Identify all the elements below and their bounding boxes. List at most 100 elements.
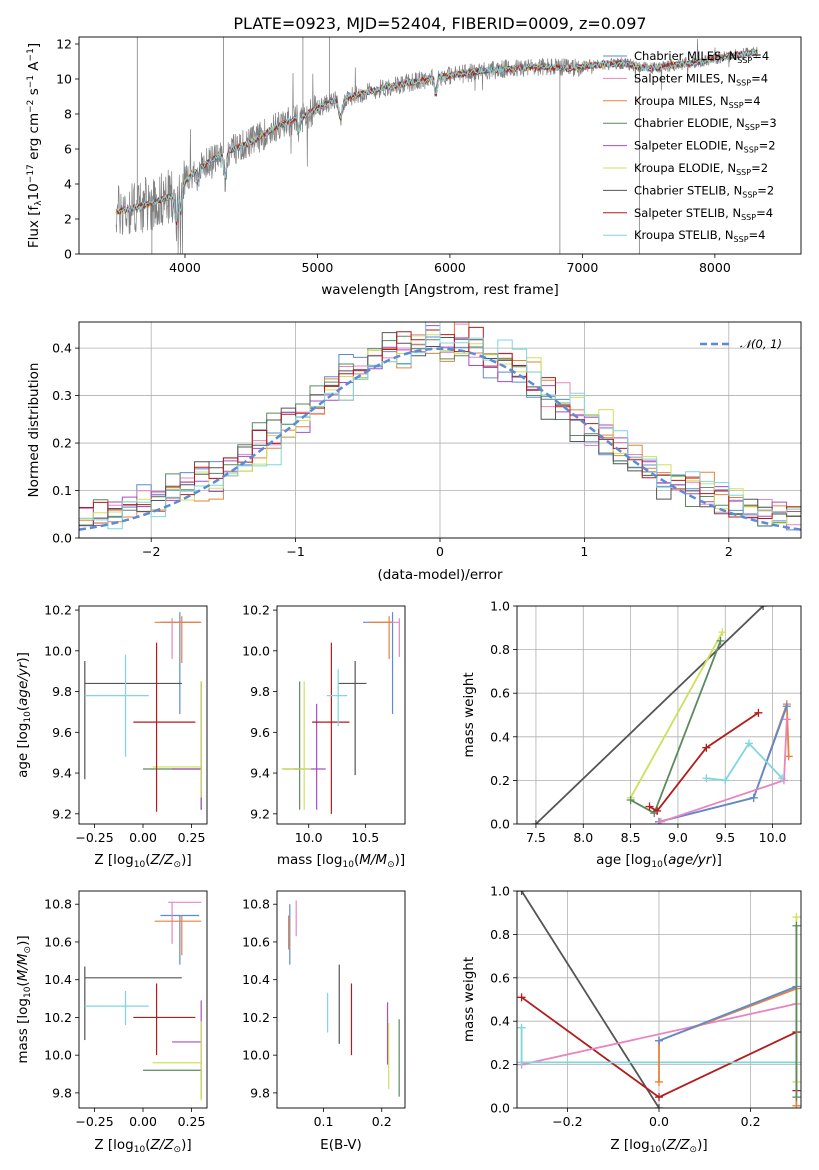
- mass-weight-series: [517, 891, 663, 1108]
- y-tick-label: 10.6: [242, 934, 270, 949]
- axis-ticks: −0.25 0.00 0.25 9.8 10.0 10.2 10.4 10.6 10.8: [44, 897, 205, 1129]
- legend-label: Salpeter MILES, NSSP=4: [634, 71, 768, 87]
- y-axis-label: mass weight: [461, 957, 477, 1042]
- y-tick-label: 9.2: [250, 806, 270, 821]
- series-marker: [531, 820, 540, 824]
- error-bar-point: [338, 661, 367, 776]
- legend: Chabrier MILES, NSSP=4 Salpeter MILES, NS…: [603, 49, 777, 244]
- x-tick-label: 10.0: [759, 830, 787, 845]
- error-bar-point: [154, 915, 202, 956]
- series-marker: [517, 891, 526, 895]
- x-axis-label: age [log10(age/yr)]: [596, 852, 722, 870]
- x-axis-label: mass [log10(M/M⊙)]: [277, 852, 405, 870]
- x-tick-label: 6000: [434, 260, 466, 275]
- y-tick-label: 10.0: [44, 643, 72, 658]
- mass-weight-series: [656, 715, 791, 824]
- y-tick-label: 10.2: [44, 603, 72, 618]
- error-bar-point: [281, 681, 311, 810]
- x-tick-label: 7.5: [526, 830, 546, 845]
- plot-residuals: −2 −1 0 1 2 0.0 0.1 0.2 0.3 0.4 (data-model)/error…: [26, 321, 802, 583]
- y-axis-label: mass [log10(M/M⊙)]: [15, 935, 33, 1063]
- series-marker: [792, 1093, 801, 1102]
- x-tick-label: 0.2: [741, 1114, 761, 1129]
- legend-label: Kroupa ELODIE, NSSP=2: [634, 161, 768, 177]
- plot-spectrum: 4000 5000 6000 7000 8000 0 2 4 6 8 10 12 wavelength …: [26, 36, 802, 298]
- y-tick-label: 10.2: [242, 603, 270, 618]
- mass-weight-series: [531, 606, 768, 824]
- series-marker: [754, 708, 763, 717]
- x-axis-label: E(B-V): [320, 1137, 362, 1153]
- error-bar-point: [84, 654, 149, 757]
- series-marker: [716, 636, 725, 645]
- plot-frame: [276, 605, 406, 825]
- plot-frame: [276, 890, 406, 1109]
- y-tick-label: 9.6: [52, 725, 72, 740]
- series-marker: [656, 817, 665, 824]
- series-marker: [721, 776, 730, 785]
- legend-label: 𝒩(0, 1): [740, 337, 782, 351]
- y-tick-label: 0: [64, 247, 72, 262]
- x-tick-label: 0.25: [178, 830, 206, 845]
- y-tick-label: 10.2: [242, 1010, 270, 1025]
- plot-area: [84, 901, 202, 1101]
- legend-label: Chabrier MILES, NSSP=4: [634, 49, 769, 65]
- series-marker: [702, 774, 711, 783]
- series-marker: [655, 1036, 663, 1045]
- series-marker: [749, 793, 758, 802]
- y-tick-label: 4: [64, 177, 72, 192]
- x-tick-label: 0.00: [129, 1114, 157, 1129]
- y-tick-label: 10.0: [44, 1048, 72, 1063]
- plot-weight-vs-age: 7.5 8.0 8.5 9.0 9.5 10.0 0.0 0.2 0.4 0.6 0.8 1.0 mas…: [461, 599, 802, 870]
- error-bar-point: [84, 991, 149, 1025]
- series-marker: [778, 774, 787, 783]
- series-line: [649, 712, 759, 813]
- x-axis-label: wavelength [Angstrom, rest frame]: [321, 282, 559, 298]
- y-axis-label: Normed distribution: [26, 363, 42, 498]
- plot-frame: [516, 605, 802, 825]
- y-tick-label: 0.8: [490, 642, 510, 657]
- axis-ticks: 7.5 8.0 8.5 9.0 9.5 10.0 0.0 0.2 0.4 0.6 0.8 1.0: [490, 599, 786, 846]
- y-tick-label: 0.6: [490, 970, 510, 985]
- axis-ticks: −0.2 0.0 0.2 0.0 0.2 0.4 0.6 0.8 1.0: [490, 884, 760, 1130]
- plot-frame: [78, 36, 802, 255]
- series-marker: [782, 702, 791, 711]
- y-tick-label: 0.1: [52, 483, 72, 498]
- axis-ticks: 0.1 0.2 9.8 10.0 10.2 10.4 10.6 10.8: [242, 897, 392, 1129]
- x-axis-label: Z [log10(Z/Z⊙)]: [610, 1137, 707, 1155]
- y-tick-label: 9.8: [52, 684, 72, 699]
- series-marker: [792, 921, 801, 930]
- error-bar-point: [84, 966, 182, 1041]
- x-tick-label: 0: [436, 544, 444, 559]
- x-tick-label: 0.1: [314, 1114, 334, 1129]
- y-tick-label: 0.6: [490, 686, 510, 701]
- mass-weight-series: [645, 708, 763, 815]
- series-line: [658, 985, 797, 1042]
- plot-mass-vs-Z: −0.25 0.00 0.25 9.8 10.0 10.2 10.4 10.6 10.8 Z [l…: [15, 890, 208, 1155]
- series-marker: [517, 1023, 526, 1032]
- series-line: [629, 631, 724, 799]
- series-line: [521, 1002, 797, 1066]
- error-bar-point: [368, 616, 393, 659]
- legend-label: Chabrier ELODIE, NSSP=3: [634, 116, 777, 132]
- axis-ticks: −0.25 0.00 0.25 9.2 9.4 9.6 9.8 10.0 10.2: [44, 603, 205, 845]
- series-marker: [784, 752, 793, 761]
- plot-background: [79, 891, 207, 1108]
- x-axis-label: Z [log10(Z/Z⊙)]: [94, 1137, 191, 1155]
- x-tick-label: 9.5: [715, 830, 735, 845]
- y-tick-label: 1.0: [490, 884, 510, 899]
- y-tick-label: 9.4: [52, 766, 72, 781]
- y-tick-label: 0.8: [490, 927, 510, 942]
- series-line: [706, 741, 783, 782]
- legend-label: Salpeter ELODIE, NSSP=2: [634, 139, 776, 155]
- y-tick-label: 0.2: [490, 1057, 510, 1072]
- series-marker: [645, 802, 654, 811]
- y-tick-label: 0.4: [52, 341, 72, 356]
- series-marker: [655, 1104, 663, 1108]
- y-tick-label: 10: [56, 72, 72, 87]
- series-marker: [626, 796, 635, 805]
- x-axis-label: (data-model)/error: [377, 567, 503, 583]
- x-tick-label: −0.2: [552, 1114, 582, 1129]
- legend-label: Salpeter STELIB, NSSP=4: [634, 206, 773, 222]
- legend-label: Chabrier STELIB, NSSP=2: [634, 183, 774, 199]
- plot-background: [277, 891, 405, 1108]
